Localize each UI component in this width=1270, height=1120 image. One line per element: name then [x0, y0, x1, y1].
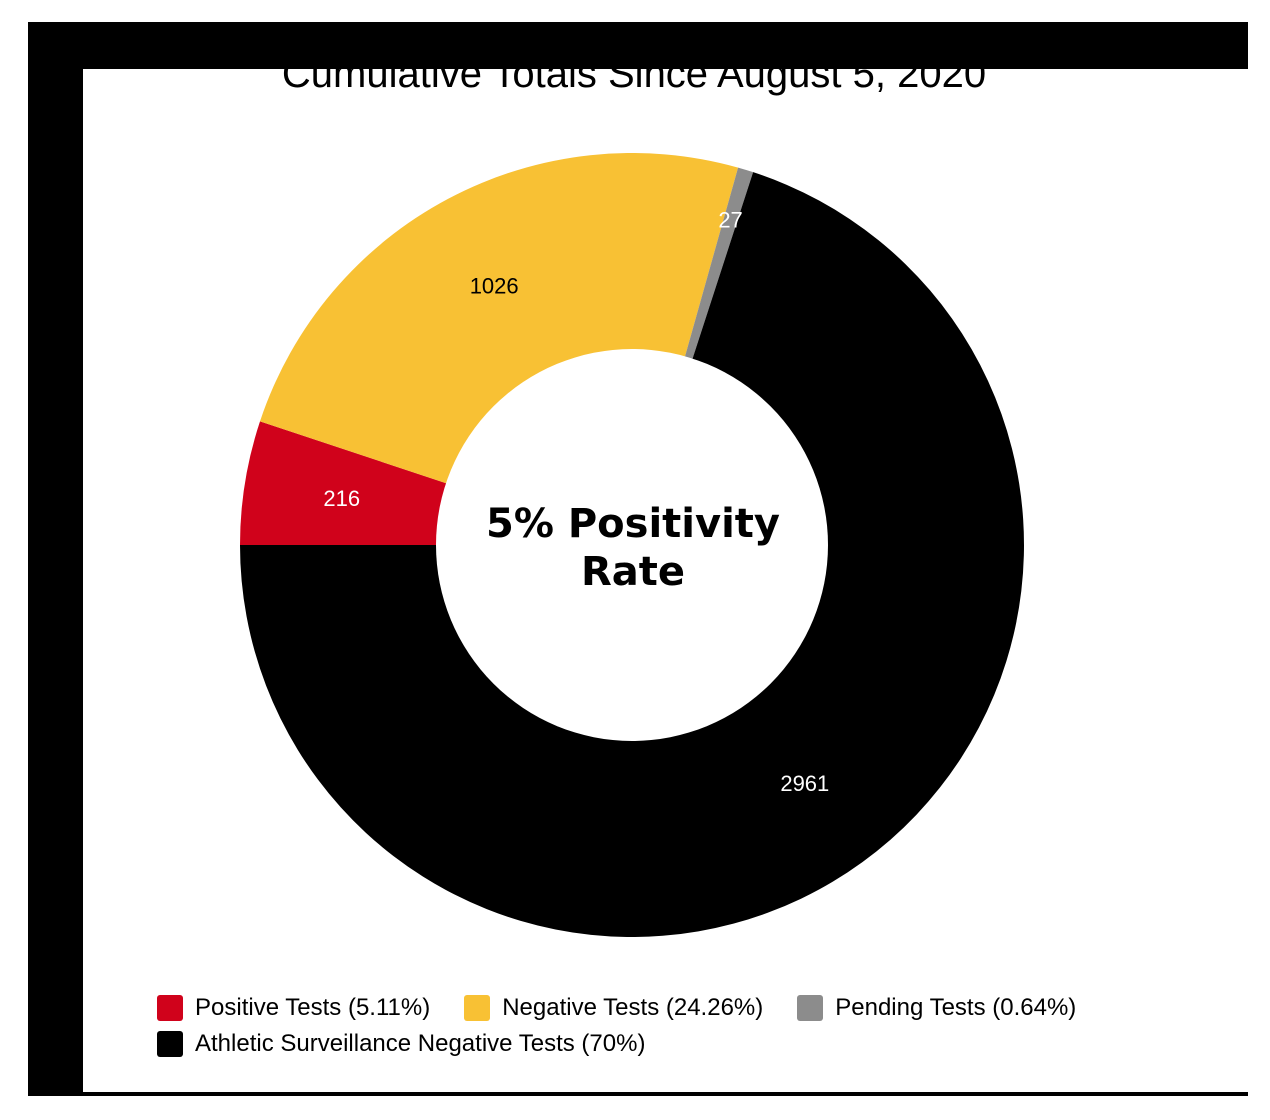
legend-item: Athletic Surveillance Negative Tests (70…	[157, 1030, 645, 1058]
legend-label: Positive Tests (5.11%)	[195, 994, 431, 1021]
legend-row: Positive Tests (5.11%) Negative Tests (24…	[157, 990, 1157, 1026]
legend-item: Positive Tests (5.11%)	[157, 994, 430, 1022]
legend-label: Negative Tests (24.26%)	[502, 994, 764, 1021]
chart-legend: Positive Tests (5.11%) Negative Tests (24…	[157, 990, 1157, 1062]
slice-value-label: 27	[718, 208, 742, 233]
legend-swatch	[464, 995, 491, 1021]
legend-swatch	[157, 1031, 183, 1057]
center-label-line2: Rate	[580, 549, 686, 595]
legend-swatch	[797, 995, 824, 1021]
legend-item: Negative Tests (24.26%)	[464, 994, 763, 1022]
slice-value-label: 216	[323, 486, 360, 511]
legend-row: Athletic Surveillance Negative Tests (70…	[157, 1026, 1157, 1062]
center-label: 5% Positivity Rate	[455, 500, 811, 596]
slice-value-label: 1026	[470, 273, 519, 298]
donut-hole	[436, 349, 828, 741]
legend-label: Athletic Surveillance Negative Tests (70…	[195, 1030, 646, 1057]
center-label-line1: 5% Positivity	[486, 501, 780, 547]
legend-swatch	[157, 995, 183, 1021]
legend-item: Pending Tests (0.64%)	[797, 994, 1076, 1022]
legend-label: Pending Tests (0.64%)	[835, 994, 1077, 1021]
chart-title: Cumulative Totals Since August 5, 2020	[281, 52, 987, 96]
slice-value-label: 2961	[780, 771, 829, 796]
